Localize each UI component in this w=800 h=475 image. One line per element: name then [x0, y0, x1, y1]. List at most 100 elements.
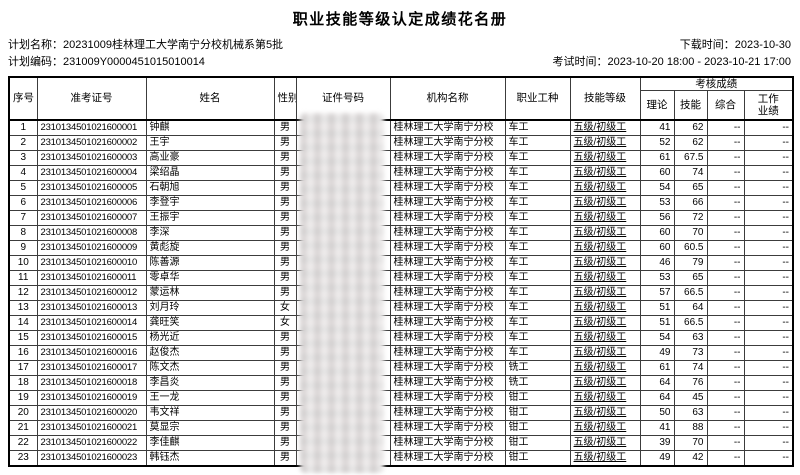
skill-level-link[interactable]: 五级/初级工: [569, 149, 641, 166]
skill-level-link[interactable]: 五级/初级工: [569, 359, 641, 376]
org-name: 桂林理工大学南宁分校: [389, 224, 506, 241]
occupation-value: 车工: [504, 284, 571, 301]
theory-score: 57: [639, 284, 675, 301]
occupation-value: 车工: [504, 164, 571, 181]
skill-level-link[interactable]: 五级/初级工: [569, 269, 641, 286]
ticket-number: 2310134501021600004: [36, 164, 147, 181]
table-row: 9 2310134501021600009 黄彪旋 男 桂林理工大学南宁分校 车…: [8, 239, 794, 256]
occupation-value: 铣工: [504, 374, 571, 391]
work-performance-score: --: [743, 269, 794, 286]
table-row: 17 2310134501021600017 陈文杰 男 桂林理工大学南宁分校 …: [8, 359, 794, 376]
gender-value: 男: [273, 239, 297, 256]
skill-level-link[interactable]: 五级/初级工: [569, 449, 641, 467]
occupation-value: 车工: [504, 194, 571, 211]
comprehensive-score: --: [706, 284, 745, 301]
skill-level-link[interactable]: 五级/初级工: [569, 134, 641, 151]
comprehensive-score: --: [706, 164, 745, 181]
skill-level-link[interactable]: 五级/初级工: [569, 404, 641, 421]
comprehensive-score: --: [706, 269, 745, 286]
occupation-value: 钳工: [504, 449, 571, 467]
gender-value: 男: [273, 419, 297, 436]
skill-score: 73: [673, 344, 708, 361]
skill-level-link[interactable]: 五级/初级工: [569, 119, 641, 136]
skill-level-link[interactable]: 五级/初级工: [569, 284, 641, 301]
work-performance-score: --: [743, 344, 794, 361]
work-performance-score: --: [743, 374, 794, 391]
plan-name-label: 计划名称：: [8, 39, 63, 51]
skill-level-link[interactable]: 五级/初级工: [569, 419, 641, 436]
row-index: 11: [8, 269, 38, 286]
candidate-name: 赵俊杰: [145, 344, 275, 361]
occupation-value: 钳工: [504, 389, 571, 406]
table-row: 19 2310134501021600019 王一龙 男 桂林理工大学南宁分校 …: [8, 389, 794, 406]
skill-level-link[interactable]: 五级/初级工: [569, 179, 641, 196]
org-name: 桂林理工大学南宁分校: [389, 404, 506, 421]
occupation-value: 车工: [504, 254, 571, 271]
table-row: 4 2310134501021600004 梁绍晶 男 桂林理工大学南宁分校 车…: [8, 164, 794, 181]
skill-level-link[interactable]: 五级/初级工: [569, 314, 641, 331]
work-performance-score: --: [743, 389, 794, 406]
table-row: 8 2310134501021600008 李深 男 桂林理工大学南宁分校 车工…: [8, 224, 794, 241]
plan-name-value: 20231009桂林理工大学南宁分校机械系第5批: [63, 39, 284, 51]
theory-score: 54: [639, 179, 675, 196]
gender-value: 女: [273, 299, 297, 316]
candidate-name: 陈文杰: [145, 359, 275, 376]
org-name: 桂林理工大学南宁分校: [389, 164, 506, 181]
comprehensive-score: --: [706, 449, 745, 467]
candidate-name: 王振宇: [145, 209, 275, 226]
skill-level-link[interactable]: 五级/初级工: [569, 374, 641, 391]
candidate-name: 钟麒: [145, 119, 275, 136]
skill-level-link[interactable]: 五级/初级工: [569, 299, 641, 316]
plan-code-line: 计划编码：231009Y0000451015010014: [8, 54, 205, 71]
table-row: 7 2310134501021600007 王振宇 男 桂林理工大学南宁分校 车…: [8, 209, 794, 226]
plan-code-value: 231009Y0000451015010014: [63, 56, 205, 68]
ticket-number: 2310134501021600020: [36, 404, 147, 421]
ticket-number: 2310134501021600022: [36, 434, 147, 451]
skill-level-link[interactable]: 五级/初级工: [569, 209, 641, 226]
skill-level-link[interactable]: 五级/初级工: [569, 434, 641, 451]
skill-score: 45: [673, 389, 708, 406]
col-header-gender: 性别: [273, 76, 297, 121]
skill-level-link[interactable]: 五级/初级工: [569, 329, 641, 346]
table-row: 16 2310134501021600016 赵俊杰 男 桂林理工大学南宁分校 …: [8, 344, 794, 361]
col-header-work-performance: 工作 业绩: [743, 90, 794, 121]
gender-value: 男: [273, 119, 297, 136]
row-index: 13: [8, 299, 38, 316]
ticket-number: 2310134501021600018: [36, 374, 147, 391]
row-index: 23: [8, 449, 38, 467]
work-performance-score: --: [743, 224, 794, 241]
theory-score: 39: [639, 434, 675, 451]
ticket-number: 2310134501021600009: [36, 239, 147, 256]
work-performance-score: --: [743, 239, 794, 256]
skill-level-link[interactable]: 五级/初级工: [569, 224, 641, 241]
work-performance-score: --: [743, 419, 794, 436]
comprehensive-score: --: [706, 239, 745, 256]
skill-level-link[interactable]: 五级/初级工: [569, 164, 641, 181]
work-performance-score: --: [743, 434, 794, 451]
row-index: 15: [8, 329, 38, 346]
skill-score: 70: [673, 224, 708, 241]
org-name: 桂林理工大学南宁分校: [389, 179, 506, 196]
candidate-name: 李深: [145, 224, 275, 241]
gender-value: 男: [273, 374, 297, 391]
candidate-name: 王一龙: [145, 389, 275, 406]
comprehensive-score: --: [706, 419, 745, 436]
skill-level-link[interactable]: 五级/初级工: [569, 239, 641, 256]
comprehensive-score: --: [706, 374, 745, 391]
occupation-value: 车工: [504, 179, 571, 196]
theory-score: 60: [639, 239, 675, 256]
occupation-value: 车工: [504, 209, 571, 226]
occupation-value: 铣工: [504, 359, 571, 376]
ticket-number: 2310134501021600002: [36, 134, 147, 151]
candidate-name: 王宇: [145, 134, 275, 151]
org-name: 桂林理工大学南宁分校: [389, 359, 506, 376]
skill-level-link[interactable]: 五级/初级工: [569, 344, 641, 361]
org-name: 桂林理工大学南宁分校: [389, 374, 506, 391]
theory-score: 51: [639, 314, 675, 331]
skill-level-link[interactable]: 五级/初级工: [569, 389, 641, 406]
comprehensive-score: --: [706, 314, 745, 331]
org-name: 桂林理工大学南宁分校: [389, 239, 506, 256]
skill-level-link[interactable]: 五级/初级工: [569, 254, 641, 271]
ticket-number: 2310134501021600008: [36, 224, 147, 241]
skill-level-link[interactable]: 五级/初级工: [569, 194, 641, 211]
